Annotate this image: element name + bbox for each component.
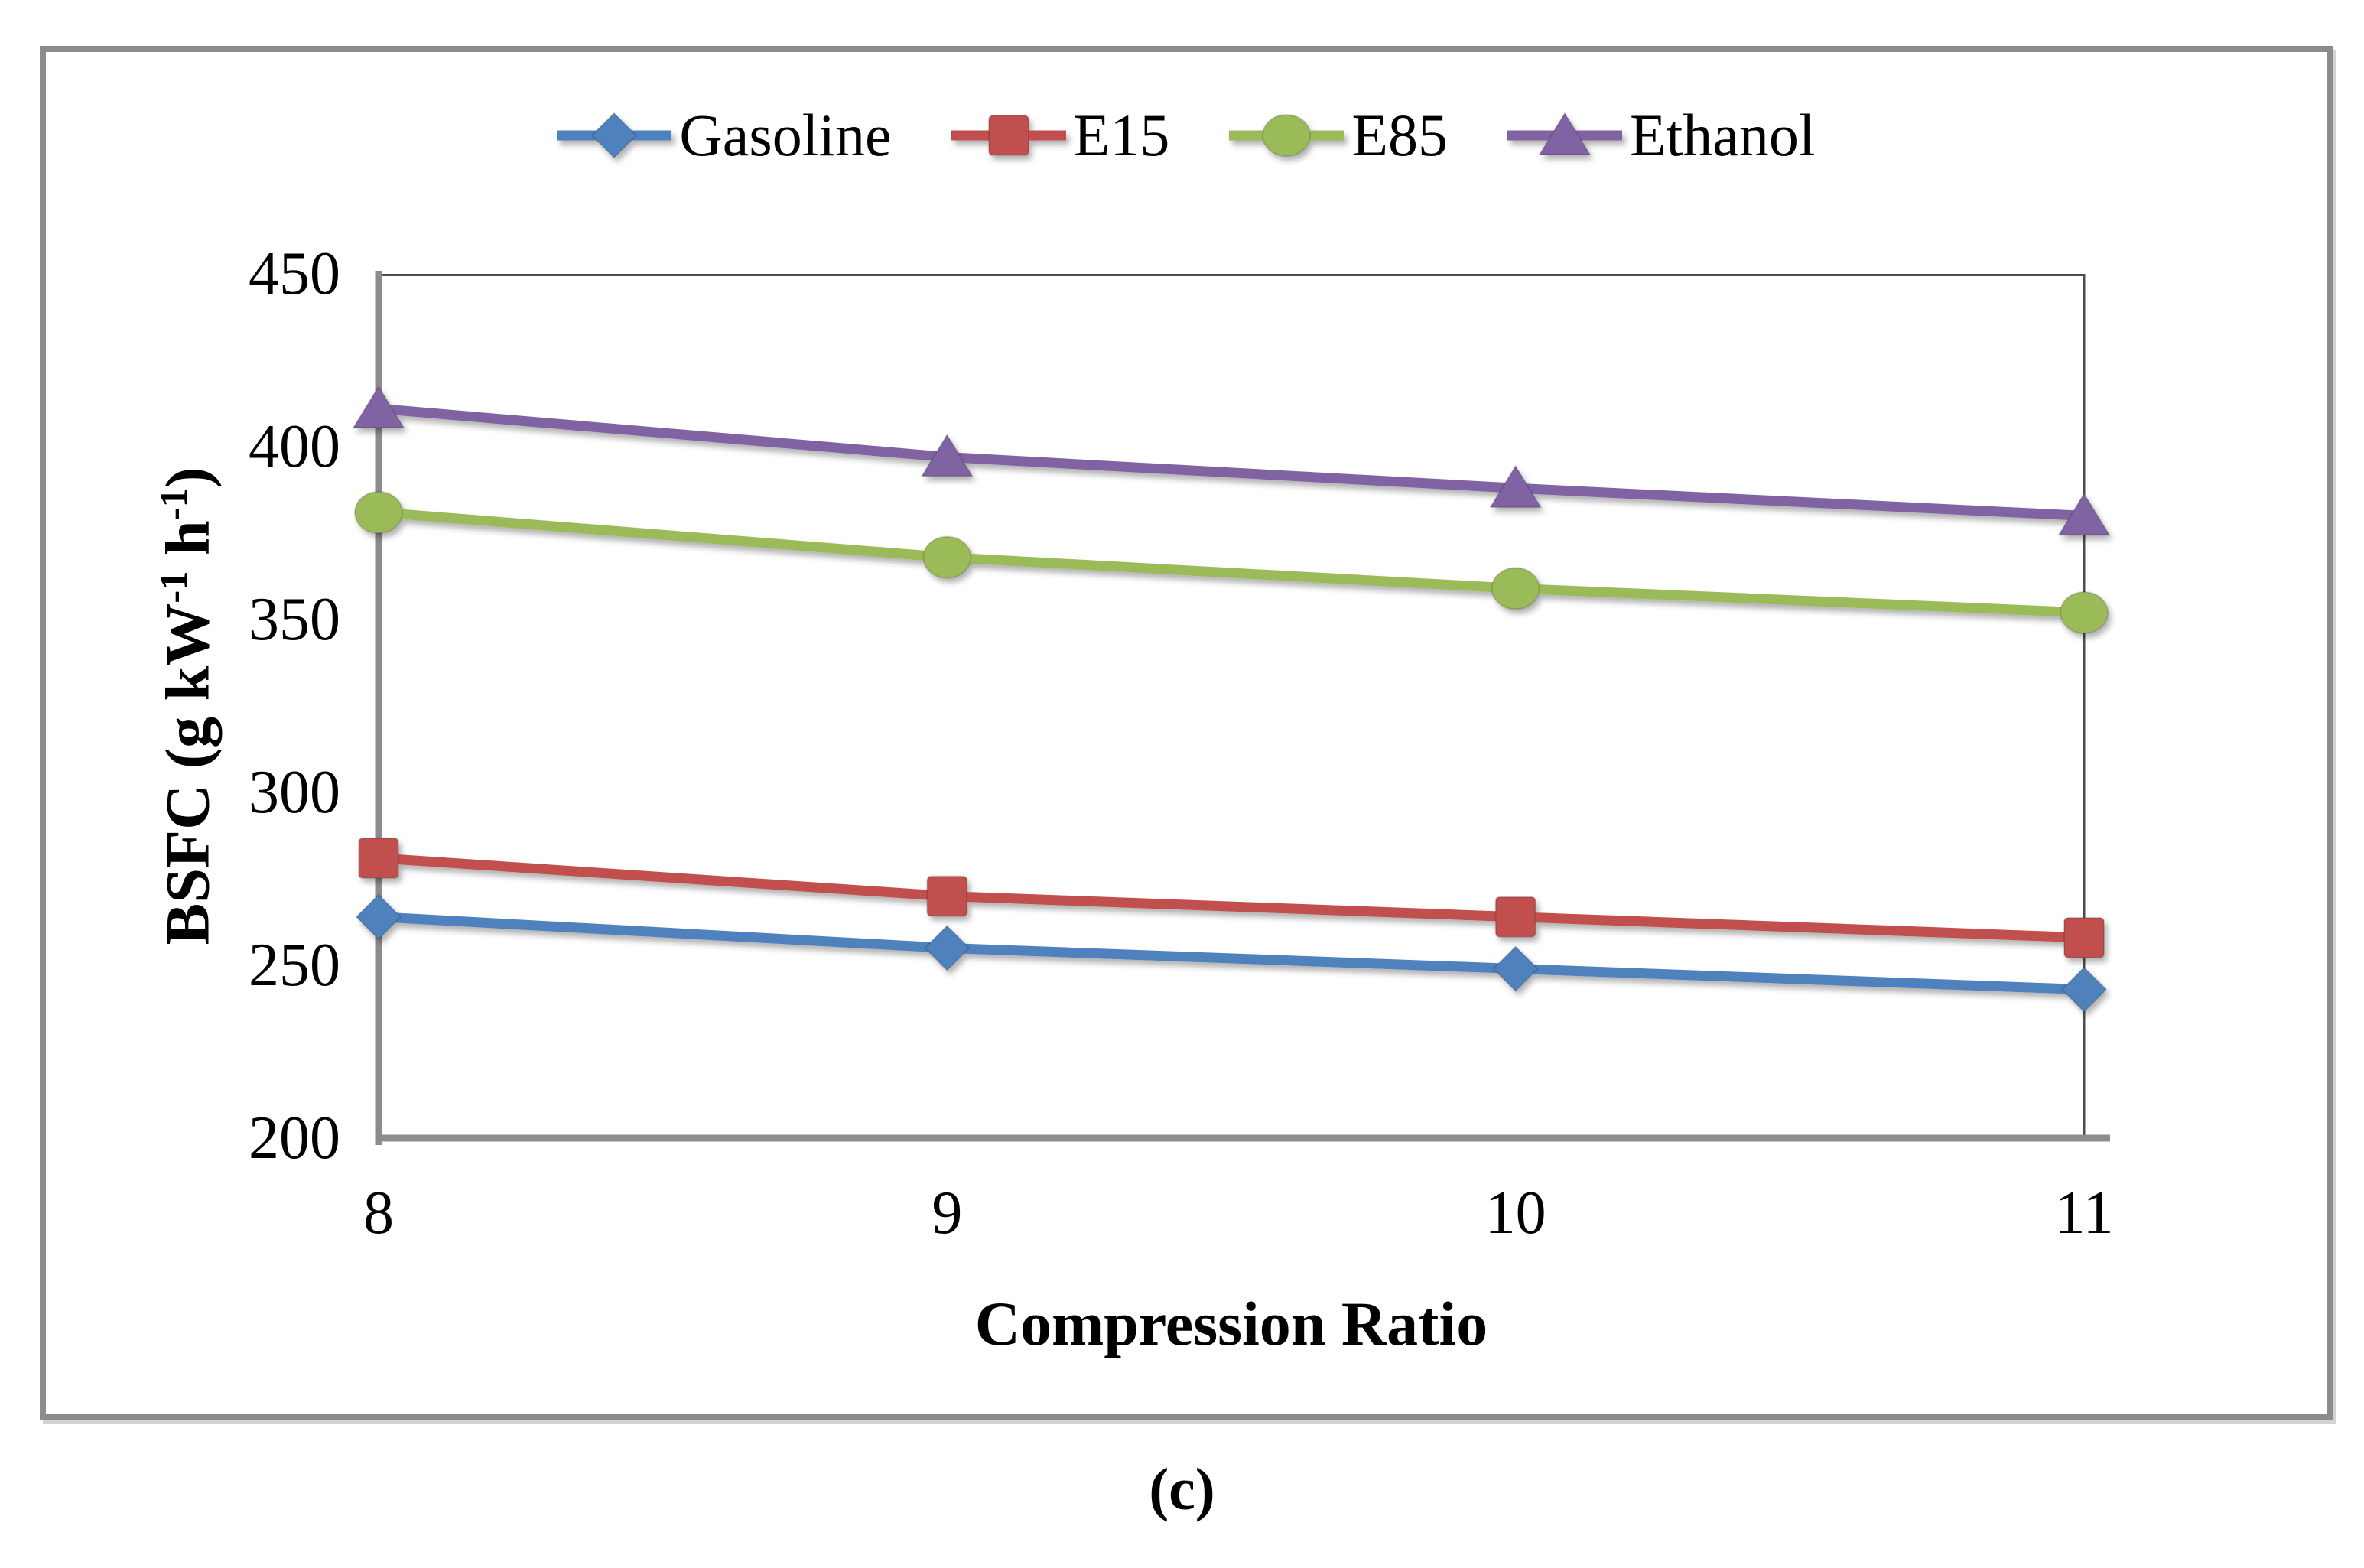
legend-label-ethanol: Ethanol [1629, 102, 1816, 168]
x-axis-title: Compression Ratio [974, 1289, 1488, 1358]
legend-item-ethanol: Ethanol [1507, 106, 1816, 165]
data-point-ethanol-cr10 [1489, 465, 1542, 509]
x-axis-tick-labels: 8 9 10 11 [363, 1179, 2114, 1259]
series-e85 [354, 490, 2109, 634]
x-tick-9: 9 [932, 1179, 963, 1247]
data-point-e15-cr11 [2063, 916, 2105, 958]
y-tick-300: 300 [249, 759, 340, 826]
data-point-e85-cr9 [922, 535, 972, 579]
series-line-e85 [373, 507, 2089, 618]
legend-marker-triangle-icon [1507, 112, 1622, 155]
x-tick-10: 10 [1484, 1179, 1546, 1247]
legend: Gasoline E15 E85 Ethanol [46, 106, 2327, 165]
legend-marker-diamond-icon [557, 112, 672, 159]
data-point-gasoline-cr9 [923, 924, 971, 971]
legend-label-e15: E15 [1073, 102, 1170, 168]
data-point-e15-cr9 [926, 875, 968, 917]
y-tick-450: 450 [249, 240, 340, 307]
data-point-e85-cr11 [2060, 590, 2109, 634]
plot-frame [375, 271, 2110, 1145]
data-point-gasoline-cr11 [2060, 966, 2108, 1013]
series-line-e15 [373, 853, 2089, 943]
legend-label-gasoline: Gasoline [679, 102, 892, 168]
plot-area [353, 271, 2110, 1145]
series-gasoline [355, 893, 2108, 1013]
data-point-e15-cr10 [1494, 896, 1536, 938]
figure-caption: (c) [1149, 1456, 1215, 1522]
data-point-e85-cr8 [354, 490, 403, 534]
y-tick-200: 200 [249, 1104, 340, 1172]
legend-item-e15: E15 [951, 102, 1170, 168]
legend-marker-square-icon [951, 115, 1066, 156]
data-point-ethanol-cr9 [921, 434, 974, 477]
data-point-ethanol-cr8 [353, 385, 405, 429]
data-point-e15-cr8 [358, 837, 399, 879]
chart-svg [353, 271, 2110, 1145]
chart-panel: Gasoline E15 E85 Ethanol BSFC (g kW-1 h-1) … [40, 46, 2333, 1420]
data-point-e85-cr10 [1491, 567, 1540, 610]
y-axis-tick-labels: 450 400 350 300 250 200 [46, 243, 340, 1169]
legend-marker-circle-icon [1229, 114, 1345, 157]
y-tick-350: 350 [249, 586, 340, 653]
series-ethanol [353, 385, 2110, 536]
y-tick-400: 400 [249, 413, 340, 480]
data-point-gasoline-cr8 [355, 893, 402, 941]
data-point-gasoline-cr10 [1492, 945, 1540, 992]
data-point-ethanol-cr11 [2058, 493, 2110, 536]
series-e15 [358, 837, 2105, 958]
x-tick-8: 8 [363, 1179, 394, 1247]
legend-item-e85: E85 [1229, 106, 1448, 165]
series-line-ethanol [373, 403, 2089, 521]
x-tick-11: 11 [2054, 1179, 2114, 1247]
series-line-gasoline [373, 912, 2089, 995]
legend-label-e85: E85 [1351, 102, 1448, 168]
y-tick-250: 250 [249, 932, 340, 999]
legend-item-gasoline: Gasoline [557, 102, 892, 168]
